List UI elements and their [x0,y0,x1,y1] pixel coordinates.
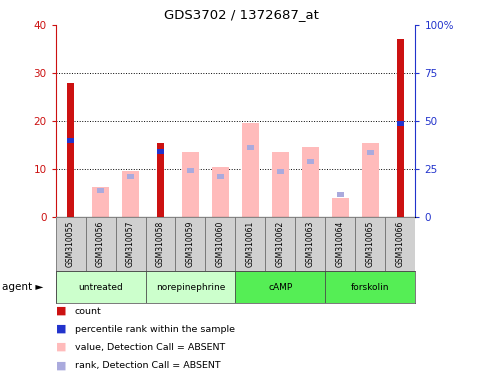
Text: GSM310065: GSM310065 [366,221,375,267]
Bar [68,138,74,143]
Text: GSM310057: GSM310057 [126,221,135,267]
Bar [56,271,145,303]
Bar [175,217,205,271]
Bar [212,167,229,217]
Bar [56,217,85,271]
Text: GSM310064: GSM310064 [336,221,345,267]
Text: norepinephrine: norepinephrine [156,283,225,291]
Bar [145,217,175,271]
Bar [272,152,289,217]
Text: ■: ■ [56,306,66,316]
Bar [326,271,415,303]
Text: GSM310066: GSM310066 [396,221,405,267]
Bar [115,217,145,271]
Text: GDS3702 / 1372687_at: GDS3702 / 1372687_at [164,8,319,22]
Text: agent ►: agent ► [2,282,44,292]
Text: forskolin: forskolin [351,283,390,291]
Text: GSM310062: GSM310062 [276,221,285,267]
Text: GSM310059: GSM310059 [186,221,195,267]
Bar [326,217,355,271]
Text: count: count [75,306,101,316]
Bar [337,192,344,197]
Text: cAMP: cAMP [269,283,293,291]
Bar [355,217,385,271]
Bar [332,198,349,217]
Text: value, Detection Call = ABSENT: value, Detection Call = ABSENT [75,343,225,352]
Bar [236,217,266,271]
Text: ■: ■ [56,324,66,334]
Bar [296,217,326,271]
Bar [145,271,236,303]
Bar [68,83,74,217]
Text: GSM310060: GSM310060 [216,221,225,267]
Bar [157,149,164,154]
Bar [157,142,164,217]
Text: GSM310061: GSM310061 [246,221,255,267]
Bar [266,217,296,271]
Text: GSM310055: GSM310055 [66,221,75,267]
Bar [242,123,259,217]
Text: GSM310056: GSM310056 [96,221,105,267]
Bar [182,152,199,217]
Bar [362,142,379,217]
Bar [277,169,284,174]
Bar [205,217,236,271]
Bar [385,217,415,271]
Text: percentile rank within the sample: percentile rank within the sample [75,324,235,334]
Bar [236,271,326,303]
Bar [127,174,134,179]
Text: ■: ■ [56,360,66,370]
Bar [397,40,403,217]
Text: untreated: untreated [78,283,123,291]
Bar [367,150,374,155]
Bar [92,187,109,217]
Text: ■: ■ [56,342,66,352]
Bar [187,168,194,173]
Bar [247,145,254,150]
Bar [122,171,139,217]
Bar [217,174,224,179]
Bar [85,217,115,271]
Bar [97,188,104,193]
Bar [302,147,319,217]
Bar [307,159,314,164]
Text: GSM310063: GSM310063 [306,221,315,267]
Text: rank, Detection Call = ABSENT: rank, Detection Call = ABSENT [75,361,221,370]
Text: GSM310058: GSM310058 [156,221,165,267]
Bar [397,121,403,126]
